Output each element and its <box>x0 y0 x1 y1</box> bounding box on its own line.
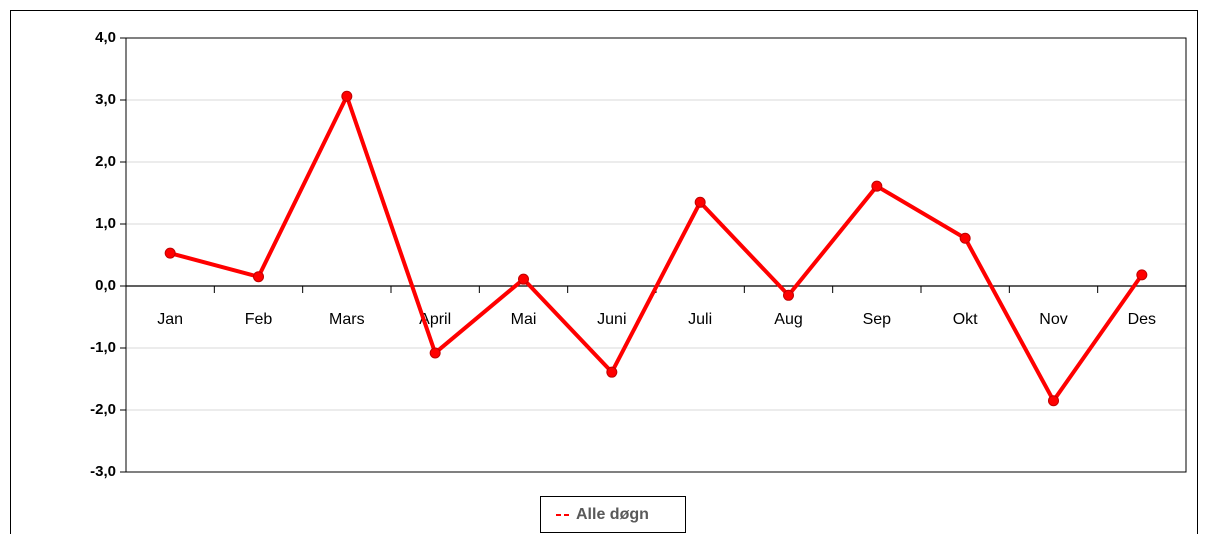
data-point <box>518 273 529 285</box>
legend: Alle døgn <box>540 496 686 533</box>
x-tick-label: Nov <box>1039 311 1067 328</box>
x-tick-label: Aug <box>774 311 802 328</box>
data-point <box>959 232 971 244</box>
x-tick-label: Mars <box>329 311 365 328</box>
y-tick-label: -3,0 <box>90 463 116 480</box>
plot-area <box>126 38 1186 472</box>
data-point <box>871 180 883 192</box>
y-tick-label: 2,0 <box>95 153 116 170</box>
data-point <box>341 90 353 102</box>
x-tick-label: Des <box>1128 311 1156 328</box>
data-point <box>164 247 176 259</box>
x-tick-label: Sep <box>863 311 892 328</box>
x-tick-label: Feb <box>245 311 273 328</box>
y-tick-label: 0,0 <box>95 277 116 294</box>
data-point <box>606 366 618 378</box>
data-point <box>1136 269 1148 281</box>
x-tick-label: Okt <box>953 311 978 328</box>
y-tick-label: 1,0 <box>95 215 116 232</box>
y-tick-label: -2,0 <box>90 401 116 418</box>
legend-label: Alle døgn <box>576 506 649 523</box>
series-line <box>169 94 1144 403</box>
x-tick-label: Juli <box>688 311 712 328</box>
x-tick-label: Mai <box>511 311 537 328</box>
y-tick-label: -1,0 <box>90 339 116 356</box>
plot-border <box>125 37 1187 473</box>
y-tick-label: 3,0 <box>95 91 116 108</box>
data-point <box>783 289 794 301</box>
x-tick-label: Jan <box>157 311 183 328</box>
data-point <box>1048 395 1059 407</box>
data-point <box>253 271 264 283</box>
y-tick-label: 4,0 <box>95 29 116 46</box>
data-point <box>429 347 441 359</box>
x-tick-label: Juni <box>597 311 626 328</box>
data-point <box>694 196 706 208</box>
